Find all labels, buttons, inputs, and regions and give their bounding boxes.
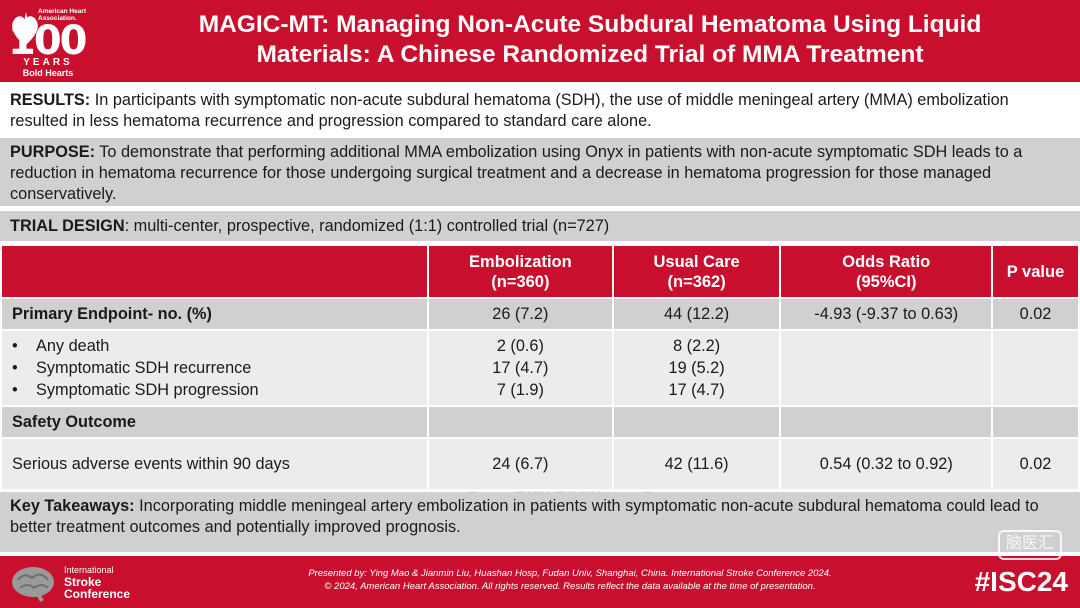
header-banner: American Heart Association. 100 YEARS Bo… bbox=[0, 0, 1080, 82]
table-row-primary-endpoint: Primary Endpoint- no. (%) 26 (7.2) 44 (1… bbox=[0, 297, 1080, 331]
sub-outcome-value: 19 (5.2) bbox=[668, 359, 725, 377]
sub-outcome-embolization: 2 (0.6) 17 (4.7) 7 (1.9) bbox=[426, 329, 614, 407]
list-item: • Any death bbox=[12, 335, 417, 357]
title-line-2: Materials: A Chinese Randomized Trial of… bbox=[256, 41, 924, 68]
sub-outcome-p-value bbox=[991, 329, 1080, 407]
header-blank bbox=[0, 244, 429, 299]
sub-outcome-label: Any death bbox=[36, 337, 110, 355]
sub-outcome-value: 7 (1.9) bbox=[496, 381, 544, 399]
sae-p-value: 0.02 bbox=[991, 437, 1080, 491]
key-takeaways-text: Incorporating middle meningeal artery em… bbox=[10, 497, 1039, 536]
purpose-section: PURPOSE: To demonstrate that performing … bbox=[0, 138, 1080, 206]
title-line-1: MAGIC-MT: Managing Non-Acute Subdural He… bbox=[198, 11, 982, 38]
credits-line-1: Presented by: Ying Mao & Jianmin Liu, Hu… bbox=[308, 568, 832, 579]
sub-outcome-labels: • Any death • Symptomatic SDH recurrence •… bbox=[0, 329, 429, 407]
header-usual-care-label: Usual Care bbox=[653, 252, 740, 271]
sub-outcome-odds-ratio bbox=[779, 329, 994, 407]
conference-hashtag: #ISC24 bbox=[974, 566, 1068, 597]
sae-embolization: 24 (6.7) bbox=[426, 437, 614, 491]
isc-line-3: Conference bbox=[64, 587, 131, 601]
table-header-row: Embolization (n=360) Usual Care (n=362) … bbox=[0, 244, 1080, 299]
sub-outcome-value: 2 (0.6) bbox=[496, 337, 544, 355]
sae-usual-care: 42 (11.6) bbox=[611, 437, 782, 491]
table-row-sub-outcomes: • Any death • Symptomatic SDH recurrence •… bbox=[0, 329, 1080, 407]
header-embolization: Embolization (n=360) bbox=[426, 244, 614, 299]
key-takeaways-section: Key Takeaways: Incorporating middle meni… bbox=[0, 492, 1080, 552]
table-row-serious-adverse-events: Serious adverse events within 90 days 24… bbox=[0, 437, 1080, 491]
isc-logo: International Stroke Conference bbox=[10, 562, 160, 604]
header-embolization-label: Embolization bbox=[469, 252, 572, 271]
sub-outcome-usual-care: 8 (2.2) 19 (5.2) 17 (4.7) bbox=[611, 329, 782, 407]
trial-design-label: TRIAL DESIGN bbox=[10, 217, 125, 235]
list-item: • Symptomatic SDH progression bbox=[12, 379, 417, 401]
safety-outcome-label: Safety Outcome bbox=[0, 405, 429, 439]
presenter-credits: Presented by: Ying Mao & Jianmin Liu, Hu… bbox=[220, 567, 920, 593]
results-table: Embolization (n=360) Usual Care (n=362) … bbox=[0, 244, 1080, 491]
results-text: In participants with symptomatic non-acu… bbox=[10, 91, 1009, 130]
source-watermark: 脑医汇 bbox=[998, 530, 1062, 560]
primary-endpoint-embolization: 26 (7.2) bbox=[426, 297, 614, 331]
sub-outcome-label: Symptomatic SDH progression bbox=[36, 381, 259, 399]
bullet-icon: • bbox=[12, 337, 18, 355]
isc-name: International Stroke Conference bbox=[64, 564, 130, 600]
results-label: RESULTS: bbox=[10, 91, 91, 109]
brain-icon bbox=[12, 567, 54, 602]
trial-design-text: : multi-center, prospective, randomized … bbox=[124, 217, 610, 235]
safety-outcome-empty bbox=[779, 405, 994, 439]
bullet-icon: • bbox=[12, 359, 18, 377]
primary-endpoint-odds-ratio: -4.93 (-9.37 to 0.63) bbox=[779, 297, 994, 331]
sub-outcome-value: 8 (2.2) bbox=[673, 337, 721, 355]
table-row-safety-outcome: Safety Outcome bbox=[0, 405, 1080, 439]
safety-outcome-empty bbox=[991, 405, 1080, 439]
purpose-label: PURPOSE: bbox=[10, 143, 96, 161]
primary-endpoint-usual-care: 44 (12.2) bbox=[611, 297, 782, 331]
safety-outcome-empty bbox=[611, 405, 782, 439]
aha-100-years-logo: American Heart Association. 100 YEARS Bo… bbox=[4, 2, 92, 80]
logo-number: 100 bbox=[8, 18, 87, 64]
bullet-icon: • bbox=[12, 381, 18, 399]
isc-line-1: International bbox=[64, 565, 114, 575]
primary-endpoint-label: Primary Endpoint- no. (%) bbox=[0, 297, 429, 331]
logo-org-name: American Heart Association. bbox=[38, 8, 87, 22]
header-embolization-n: (n=360) bbox=[491, 272, 550, 291]
key-takeaways-label: Key Takeaways: bbox=[10, 497, 135, 515]
sae-odds-ratio: 0.54 (0.32 to 0.92) bbox=[779, 437, 994, 491]
sub-outcome-value: 17 (4.7) bbox=[668, 381, 725, 399]
purpose-text: To demonstrate that performing additiona… bbox=[10, 143, 1023, 203]
results-section: RESULTS: In participants with symptomati… bbox=[0, 86, 1080, 132]
sae-label: Serious adverse events within 90 days bbox=[0, 437, 429, 491]
logo-tagline: Bold Hearts bbox=[22, 68, 74, 78]
header-odds-ratio: Odds Ratio (95%CI) bbox=[779, 244, 994, 299]
sub-outcome-value: 17 (4.7) bbox=[492, 359, 549, 377]
logo-years: YEARS bbox=[23, 57, 73, 68]
list-item: • Symptomatic SDH recurrence bbox=[12, 357, 417, 379]
heart-torch-icon bbox=[12, 12, 38, 46]
primary-endpoint-p-value: 0.02 bbox=[991, 297, 1080, 331]
header-odds-ratio-label: Odds Ratio bbox=[842, 252, 931, 271]
header-odds-ratio-ci: (95%CI) bbox=[855, 272, 917, 291]
page-title: MAGIC-MT: Managing Non-Acute Subdural He… bbox=[110, 10, 1070, 70]
header-usual-care-n: (n=362) bbox=[667, 272, 726, 291]
trial-design-section: TRIAL DESIGN: multi-center, prospective,… bbox=[0, 211, 1080, 241]
credits-line-2: © 2024, American Heart Association. All … bbox=[324, 581, 816, 592]
header-usual-care: Usual Care (n=362) bbox=[611, 244, 782, 299]
safety-outcome-empty bbox=[426, 405, 614, 439]
sub-outcome-label: Symptomatic SDH recurrence bbox=[36, 359, 252, 377]
footer-banner: International Stroke Conference Presente… bbox=[0, 556, 1080, 608]
isc-line-2: Stroke bbox=[64, 575, 102, 589]
header-p-value: P value bbox=[991, 244, 1080, 299]
